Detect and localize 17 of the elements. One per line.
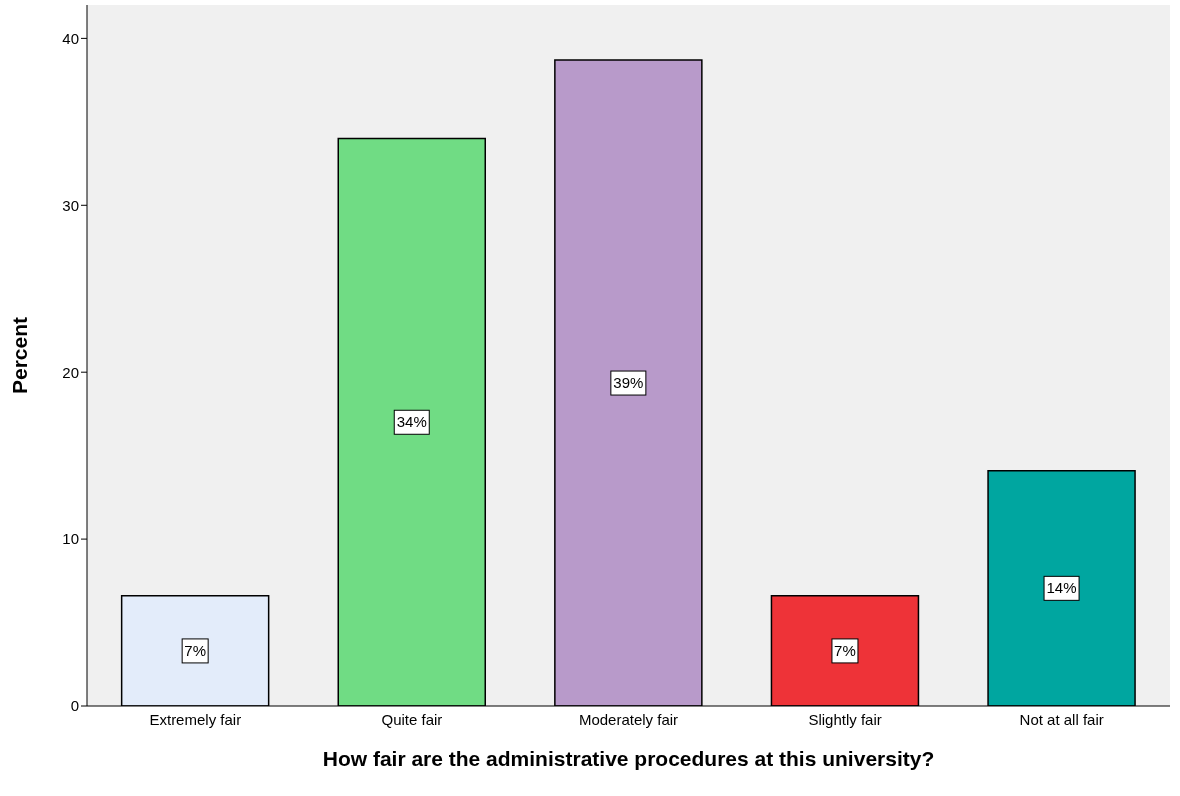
data-label: 7% (184, 641, 206, 659)
x-tick-label: Not at all fair (1019, 710, 1104, 728)
y-tick-label: 30 (62, 196, 79, 214)
x-tick-label: Moderately fair (578, 710, 679, 728)
y-tick-label: 20 (62, 363, 79, 381)
x-axis-title: How fair are the administrative procedures at this university? (322, 747, 935, 770)
y-tick-label: 10 (62, 530, 79, 548)
x-tick-label: Extremely fair (149, 710, 242, 728)
y-axis-title: Percent (8, 316, 32, 395)
y-tick-label: 40 (62, 29, 79, 47)
data-label: 39% (613, 374, 644, 392)
y-tick-label: 0 (70, 697, 79, 715)
data-label: 7% (834, 641, 856, 659)
data-label: 34% (396, 413, 427, 431)
x-tick-label: Slightly fair (808, 710, 882, 728)
x-tick-label: Quite fair (381, 710, 443, 728)
data-label: 14% (1046, 579, 1077, 597)
